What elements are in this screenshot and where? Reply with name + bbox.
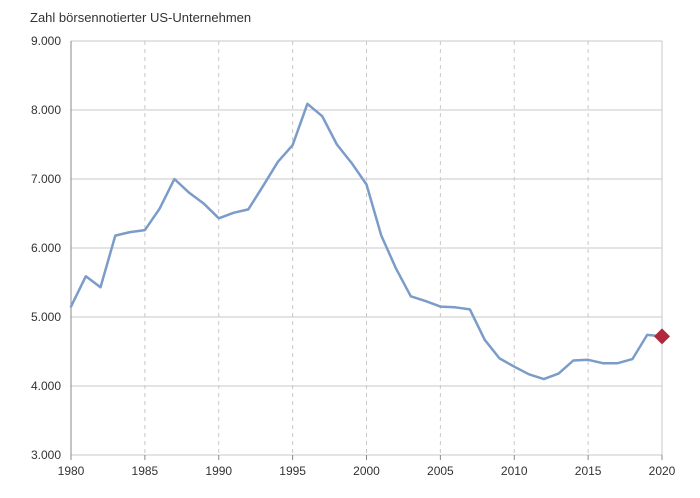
x-tick-label: 2015 (575, 464, 602, 478)
x-axis-tick-labels: 1980 1985 1990 1995 2000 2005 2010 2015 2020 (58, 464, 676, 478)
y-tick-label: 7.000 (31, 172, 61, 186)
x-tick-label: 1985 (132, 464, 159, 478)
y-tick-label: 8.000 (31, 103, 61, 117)
x-tick-label: 2000 (353, 464, 380, 478)
plot-frame (70, 41, 663, 455)
y-tick-label: 9.000 (31, 34, 61, 48)
x-tick-label: 2010 (501, 464, 528, 478)
y-tick-label: 5.000 (31, 310, 61, 324)
x-tick-label: 1995 (279, 464, 306, 478)
y-tick-label: 3.000 (31, 448, 61, 462)
vertical-gridlines (70, 41, 663, 460)
chart-title: Zahl börsennotierter US-Unternehmen (30, 10, 252, 25)
highlight-diamond-marker (654, 328, 670, 345)
y-tick-label: 6.000 (31, 241, 61, 255)
x-tick-label: 1990 (205, 464, 232, 478)
y-tick-label: 4.000 (31, 379, 61, 393)
x-tick-label: 2005 (427, 464, 454, 478)
marker-layer (654, 328, 670, 345)
x-tick-label: 2020 (649, 464, 676, 478)
series-line (69, 102, 664, 381)
x-tick-label: 1980 (58, 464, 85, 478)
horizontal-gridlines (71, 40, 662, 456)
y-axis-tick-labels: 3.000 4.000 5.000 6.000 7.000 8.000 9.000 (31, 34, 61, 462)
series-layer (69, 102, 664, 381)
